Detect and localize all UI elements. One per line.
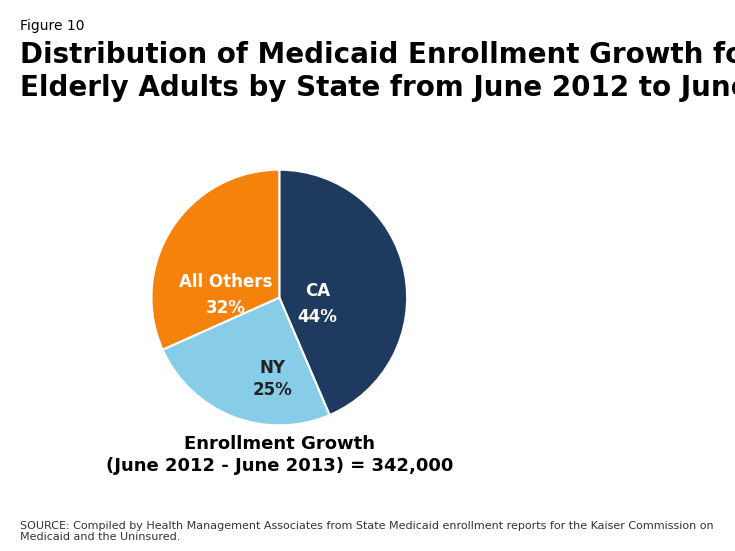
- Text: Figure 10: Figure 10: [20, 19, 85, 33]
- Text: FOUNDATION: FOUNDATION: [656, 531, 703, 536]
- Text: 44%: 44%: [298, 307, 337, 326]
- Wedge shape: [279, 170, 407, 415]
- Text: 25%: 25%: [253, 381, 293, 398]
- Text: SOURCE: Compiled by Health Management Associates from State Medicaid enrollment : SOURCE: Compiled by Health Management As…: [20, 521, 714, 542]
- Wedge shape: [151, 170, 279, 350]
- Text: KAISER: KAISER: [654, 503, 705, 516]
- Text: 32%: 32%: [206, 299, 245, 317]
- Wedge shape: [162, 298, 329, 425]
- Text: THE HENRY J.: THE HENRY J.: [659, 493, 700, 498]
- Text: CA: CA: [305, 282, 330, 300]
- Text: Distribution of Medicaid Enrollment Growth for Non-Disabled, Non-
Elderly Adults: Distribution of Medicaid Enrollment Grow…: [20, 41, 735, 102]
- Text: (June 2012 - June 2013) = 342,000: (June 2012 - June 2013) = 342,000: [106, 457, 453, 474]
- Text: Enrollment Growth: Enrollment Growth: [184, 435, 375, 452]
- Text: NY: NY: [260, 359, 286, 377]
- Text: All Others: All Others: [179, 273, 272, 291]
- Text: FAMILY: FAMILY: [655, 515, 704, 528]
